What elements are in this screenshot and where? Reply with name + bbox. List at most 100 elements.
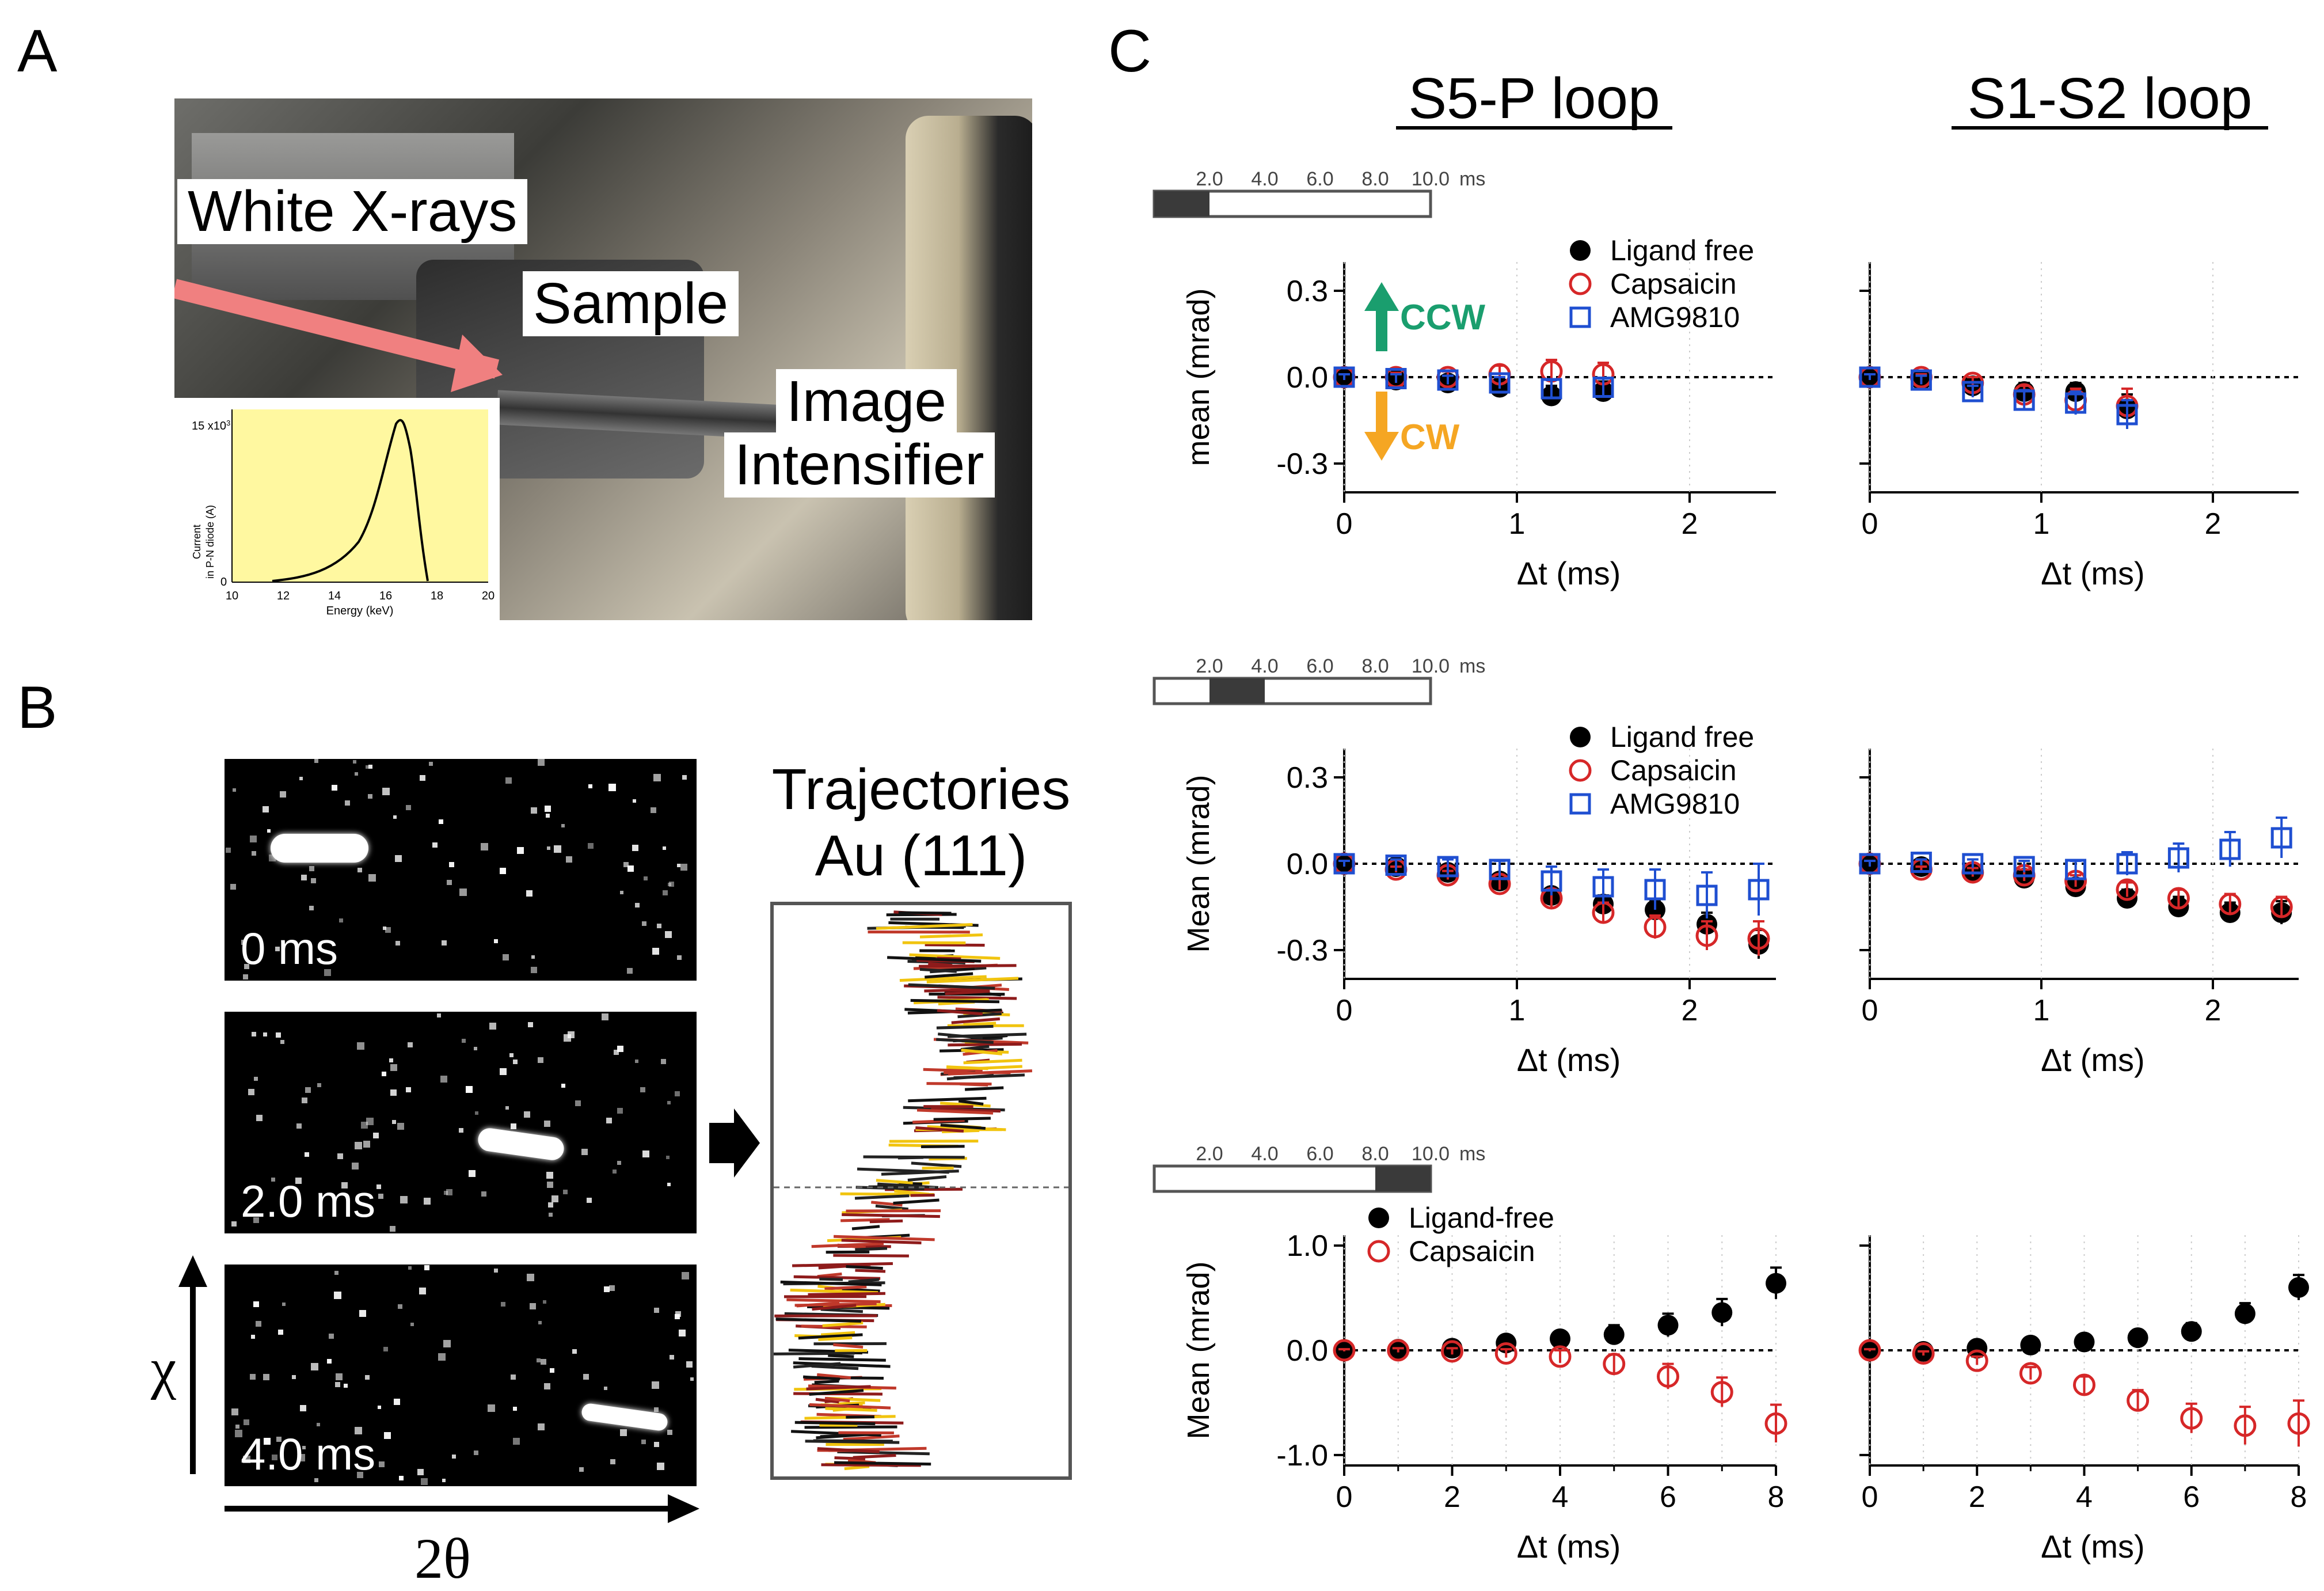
noise-pixel xyxy=(561,1084,565,1088)
data-point-capsaicin xyxy=(2019,1362,2042,1385)
noise-pixel xyxy=(654,1407,659,1412)
data-point-amg9810 xyxy=(2116,404,2138,426)
noise-pixel xyxy=(361,1122,368,1129)
trajectory-segment xyxy=(798,1333,863,1340)
noise-pixel xyxy=(263,806,269,812)
x-tick-label: 0 xyxy=(1862,1480,1878,1514)
noise-pixel xyxy=(462,1039,466,1043)
noise-pixel xyxy=(546,1172,553,1179)
noise-pixel xyxy=(271,1178,275,1182)
time-bar-tick: 6.0 xyxy=(1306,655,1333,677)
trajectory-segment xyxy=(945,989,990,996)
trajectory-segment xyxy=(936,1024,994,1030)
trajectory-segment xyxy=(938,1032,983,1039)
x-tick-label: 2 xyxy=(1444,1480,1460,1514)
noise-pixel xyxy=(231,1408,238,1415)
time-bar-tick: 6.0 xyxy=(1306,168,1333,190)
noise-pixel xyxy=(317,1423,320,1426)
noise-pixel xyxy=(667,1183,671,1186)
noise-pixel xyxy=(317,1083,321,1087)
noise-pixel xyxy=(466,1086,473,1093)
noise-pixel xyxy=(264,1438,271,1445)
noise-pixel xyxy=(421,1478,428,1485)
noise-pixel xyxy=(355,1427,362,1434)
noise-pixel xyxy=(311,1363,318,1370)
noise-pixel xyxy=(398,1304,402,1309)
noise-pixel xyxy=(537,1358,541,1362)
data-point-ligand xyxy=(2074,1331,2095,1353)
panel-label-b: B xyxy=(17,674,58,741)
noise-pixel xyxy=(298,1454,305,1461)
diffraction-spot xyxy=(271,834,368,863)
data-point-amg9810 xyxy=(1592,876,1614,898)
noise-pixel xyxy=(410,1323,414,1326)
trajectory-segment xyxy=(793,1362,841,1369)
noise-pixel xyxy=(395,941,400,946)
noise-pixel xyxy=(667,1430,672,1435)
legend-marker-filled-circle xyxy=(1570,240,1591,261)
legend-label: Capsaicin xyxy=(1610,268,1737,300)
noise-pixel xyxy=(546,814,550,818)
noise-pixel xyxy=(652,1381,659,1389)
data-point-ligand xyxy=(1550,1328,1570,1349)
trajectory-segment xyxy=(786,1298,881,1304)
noise-pixel xyxy=(538,1057,543,1063)
legend-marker-open-square xyxy=(1569,306,1591,328)
trajectory-segment xyxy=(908,1096,987,1103)
data-point-ligand xyxy=(1657,1315,1679,1336)
noise-pixel xyxy=(339,918,343,922)
data-point-capsaicin xyxy=(1387,1339,1410,1362)
data-point-amg9810 xyxy=(2219,838,2241,860)
data-point-ligand xyxy=(2020,1334,2041,1355)
noise-pixel xyxy=(528,1022,533,1027)
trajectory-segment xyxy=(814,1380,839,1384)
noise-pixel xyxy=(335,1382,340,1387)
trajectory-segment xyxy=(925,943,985,947)
noise-pixel xyxy=(442,1479,446,1482)
label-sample: Sample xyxy=(523,271,739,336)
noise-pixel xyxy=(314,1478,318,1482)
spectrum-xtick: 16 xyxy=(379,590,392,602)
trajectory-segment xyxy=(822,1321,864,1327)
noise-pixel xyxy=(538,1321,542,1324)
y-tick-label: -1.0 xyxy=(1276,1439,1328,1472)
noise-pixel xyxy=(474,1047,477,1050)
noise-pixel xyxy=(545,1141,550,1145)
data-point-ligand xyxy=(2234,1303,2255,1324)
time-bar-tick: 4.0 xyxy=(1251,655,1278,677)
trajectory-segment xyxy=(780,1280,882,1286)
trajectory-lines xyxy=(774,910,1068,1471)
noise-pixel xyxy=(373,1133,379,1138)
data-point-capsaicin xyxy=(2219,893,2242,916)
data-point-amg9810 xyxy=(2013,856,2035,878)
x-tick-label: 6 xyxy=(2183,1480,2200,1514)
data-point-amg9810 xyxy=(1910,369,1932,391)
noise-pixel xyxy=(651,807,656,813)
trajectory-segment xyxy=(926,977,1019,984)
noise-pixel xyxy=(400,1196,408,1203)
data-point-capsaicin xyxy=(1710,1381,1733,1404)
noise-pixel xyxy=(500,868,506,874)
time-bar-tick: 10.0 xyxy=(1412,1143,1450,1165)
trajectory-segment xyxy=(936,1038,994,1044)
x-axis-label: Δt (ms) xyxy=(1517,555,1621,591)
noise-pixel xyxy=(544,1121,550,1127)
noise-pixel xyxy=(610,1459,615,1464)
trajectory-segment xyxy=(887,956,982,963)
noise-pixel xyxy=(263,1374,269,1380)
x-tick-label: 0 xyxy=(1336,1480,1353,1514)
trajectory-segment xyxy=(893,1198,940,1205)
data-point-amg9810 xyxy=(1489,372,1511,394)
x-axis-label: Δt (ms) xyxy=(2041,1528,2144,1565)
data-point-amg9810 xyxy=(1748,879,1770,901)
trajectory-segment xyxy=(960,1083,988,1087)
noise-pixel xyxy=(547,846,550,850)
noise-pixel xyxy=(439,819,443,824)
noise-pixel xyxy=(489,1023,496,1030)
data-point-amg9810 xyxy=(1962,381,1984,403)
trajectory-segment xyxy=(837,1450,930,1456)
noise-pixel xyxy=(490,1141,494,1144)
noise-pixel xyxy=(424,1198,431,1205)
time-window-highlight xyxy=(1154,191,1209,217)
